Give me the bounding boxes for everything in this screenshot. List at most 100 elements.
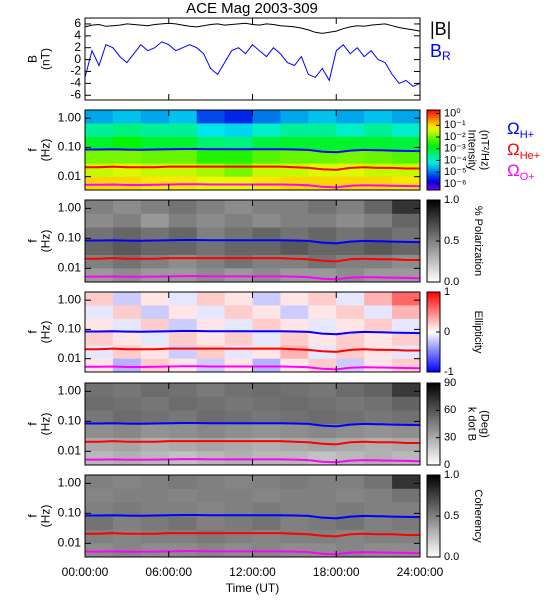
heatmap-cell [140, 345, 170, 360]
y-axis-label: f [26, 239, 40, 243]
heatmap-cell [168, 410, 198, 425]
heatmap-cell [336, 213, 365, 228]
heatmap-cell [168, 332, 198, 347]
y-tick-label: 1.00 [58, 201, 82, 215]
heatmap-cell [140, 410, 170, 425]
heatmap-cell [224, 502, 253, 517]
heatmap-cell [140, 136, 170, 151]
heatmap-cell [85, 176, 114, 191]
heatmap-cell [140, 437, 170, 452]
heatmap-cell [336, 543, 365, 558]
colorbar-label: k dot B [466, 407, 478, 441]
heatmap-cell [85, 254, 114, 269]
y-axis-label: f [26, 422, 40, 426]
heatmap-cell [85, 110, 114, 124]
heatmap-cell [252, 396, 281, 411]
legend-name: Ω [507, 119, 520, 138]
heatmap-cell [112, 254, 142, 269]
heatmap-cell [224, 123, 253, 138]
heatmap-cell [168, 475, 198, 490]
y-tick-label: 1.00 [58, 384, 82, 398]
y-tick-label: 6 [74, 16, 81, 30]
heatmap-cell [252, 150, 281, 165]
heatmap-cell [196, 305, 226, 320]
heatmap-cell [224, 437, 253, 452]
heatmap-cell [280, 543, 309, 558]
heatmap-cell [364, 358, 393, 373]
gyrofrequency-line [85, 330, 421, 336]
y-tick-label: 0.01 [58, 261, 82, 275]
y-tick-label: 0 [74, 52, 81, 66]
heatmap-cell [168, 529, 198, 544]
heatmap-cell [112, 396, 142, 411]
heatmap-cell [168, 488, 198, 503]
heatmap-cell [392, 213, 421, 228]
gyrofrequency-line [85, 514, 421, 520]
heatmap-cell [140, 396, 170, 411]
heatmap-cell [168, 516, 198, 531]
heatmap-cell [196, 123, 226, 138]
heatmap-cell [280, 383, 309, 398]
heatmap-cell [364, 305, 393, 320]
heatmap-cell [308, 268, 337, 283]
colorbar-label: (nT²/Hz) [479, 130, 491, 170]
heatmap-cell [196, 292, 226, 306]
heatmap-cell [196, 150, 226, 165]
heatmap-cell [392, 254, 421, 269]
heatmap-cell [112, 163, 142, 178]
y-axis-label: (nT) [39, 48, 53, 70]
heatmap-cell [364, 318, 393, 333]
heatmap-cell [336, 136, 365, 151]
heatmap-cell [364, 332, 393, 347]
colorbar-tick-label: 10⁰ [444, 107, 461, 119]
heatmap-cell [85, 543, 114, 558]
heatmap-cell [224, 410, 253, 425]
heatmap-cell [112, 529, 142, 544]
heatmap-cell [112, 227, 142, 242]
heatmap-cell [280, 437, 309, 452]
heatmap-cell [364, 268, 393, 283]
heatmap-cell [280, 213, 309, 228]
colorbar-tick-label: 0.0 [444, 551, 459, 563]
heatmap-cell [252, 488, 281, 503]
plot-frame [84, 17, 421, 101]
heatmap-cell [308, 543, 337, 558]
data-line [84, 22, 421, 34]
heatmap-cell [140, 227, 170, 242]
heatmap-cell [252, 383, 281, 398]
heatmap-cell [308, 475, 337, 490]
heatmap-cell [140, 383, 170, 398]
heatmap-cell [364, 516, 393, 531]
heatmap-cell [280, 318, 309, 333]
heatmap-cell [224, 241, 253, 256]
heatmap-cell [112, 475, 142, 490]
heatmap-cell [336, 410, 365, 425]
colorbar-tick-label: 30 [444, 432, 456, 444]
y-axis-label: f [26, 148, 40, 152]
heatmap-cell [252, 200, 281, 215]
heatmap-cell [85, 292, 114, 306]
heatmap-cell [140, 502, 170, 517]
heatmap-cell [336, 268, 365, 283]
heatmap-cell [308, 150, 337, 165]
heatmap-cell [140, 292, 170, 306]
heatmap-cell [280, 358, 309, 373]
heatmap-cell [85, 150, 114, 165]
heatmap-cell [392, 136, 421, 151]
heatmap-cell [196, 318, 226, 333]
heatmap-cell [85, 383, 114, 398]
heatmap-cell [308, 163, 337, 178]
heatmap-cell [392, 318, 421, 333]
y-axis-label: (Hz) [39, 505, 53, 528]
colorbar-tick-label: 60 [444, 404, 456, 416]
heatmap-cell [364, 502, 393, 517]
heatmap-cell [196, 200, 226, 215]
heatmap-cell [168, 437, 198, 452]
heatmap-cell [280, 150, 309, 165]
heatmap-cell [308, 254, 337, 269]
heatmap-cell [196, 213, 226, 228]
heatmap-cell [308, 332, 337, 347]
heatmap-cell [308, 213, 337, 228]
y-tick-label: 0.10 [58, 322, 82, 336]
colorbar-tick-label: 10⁻¹ [444, 119, 466, 131]
